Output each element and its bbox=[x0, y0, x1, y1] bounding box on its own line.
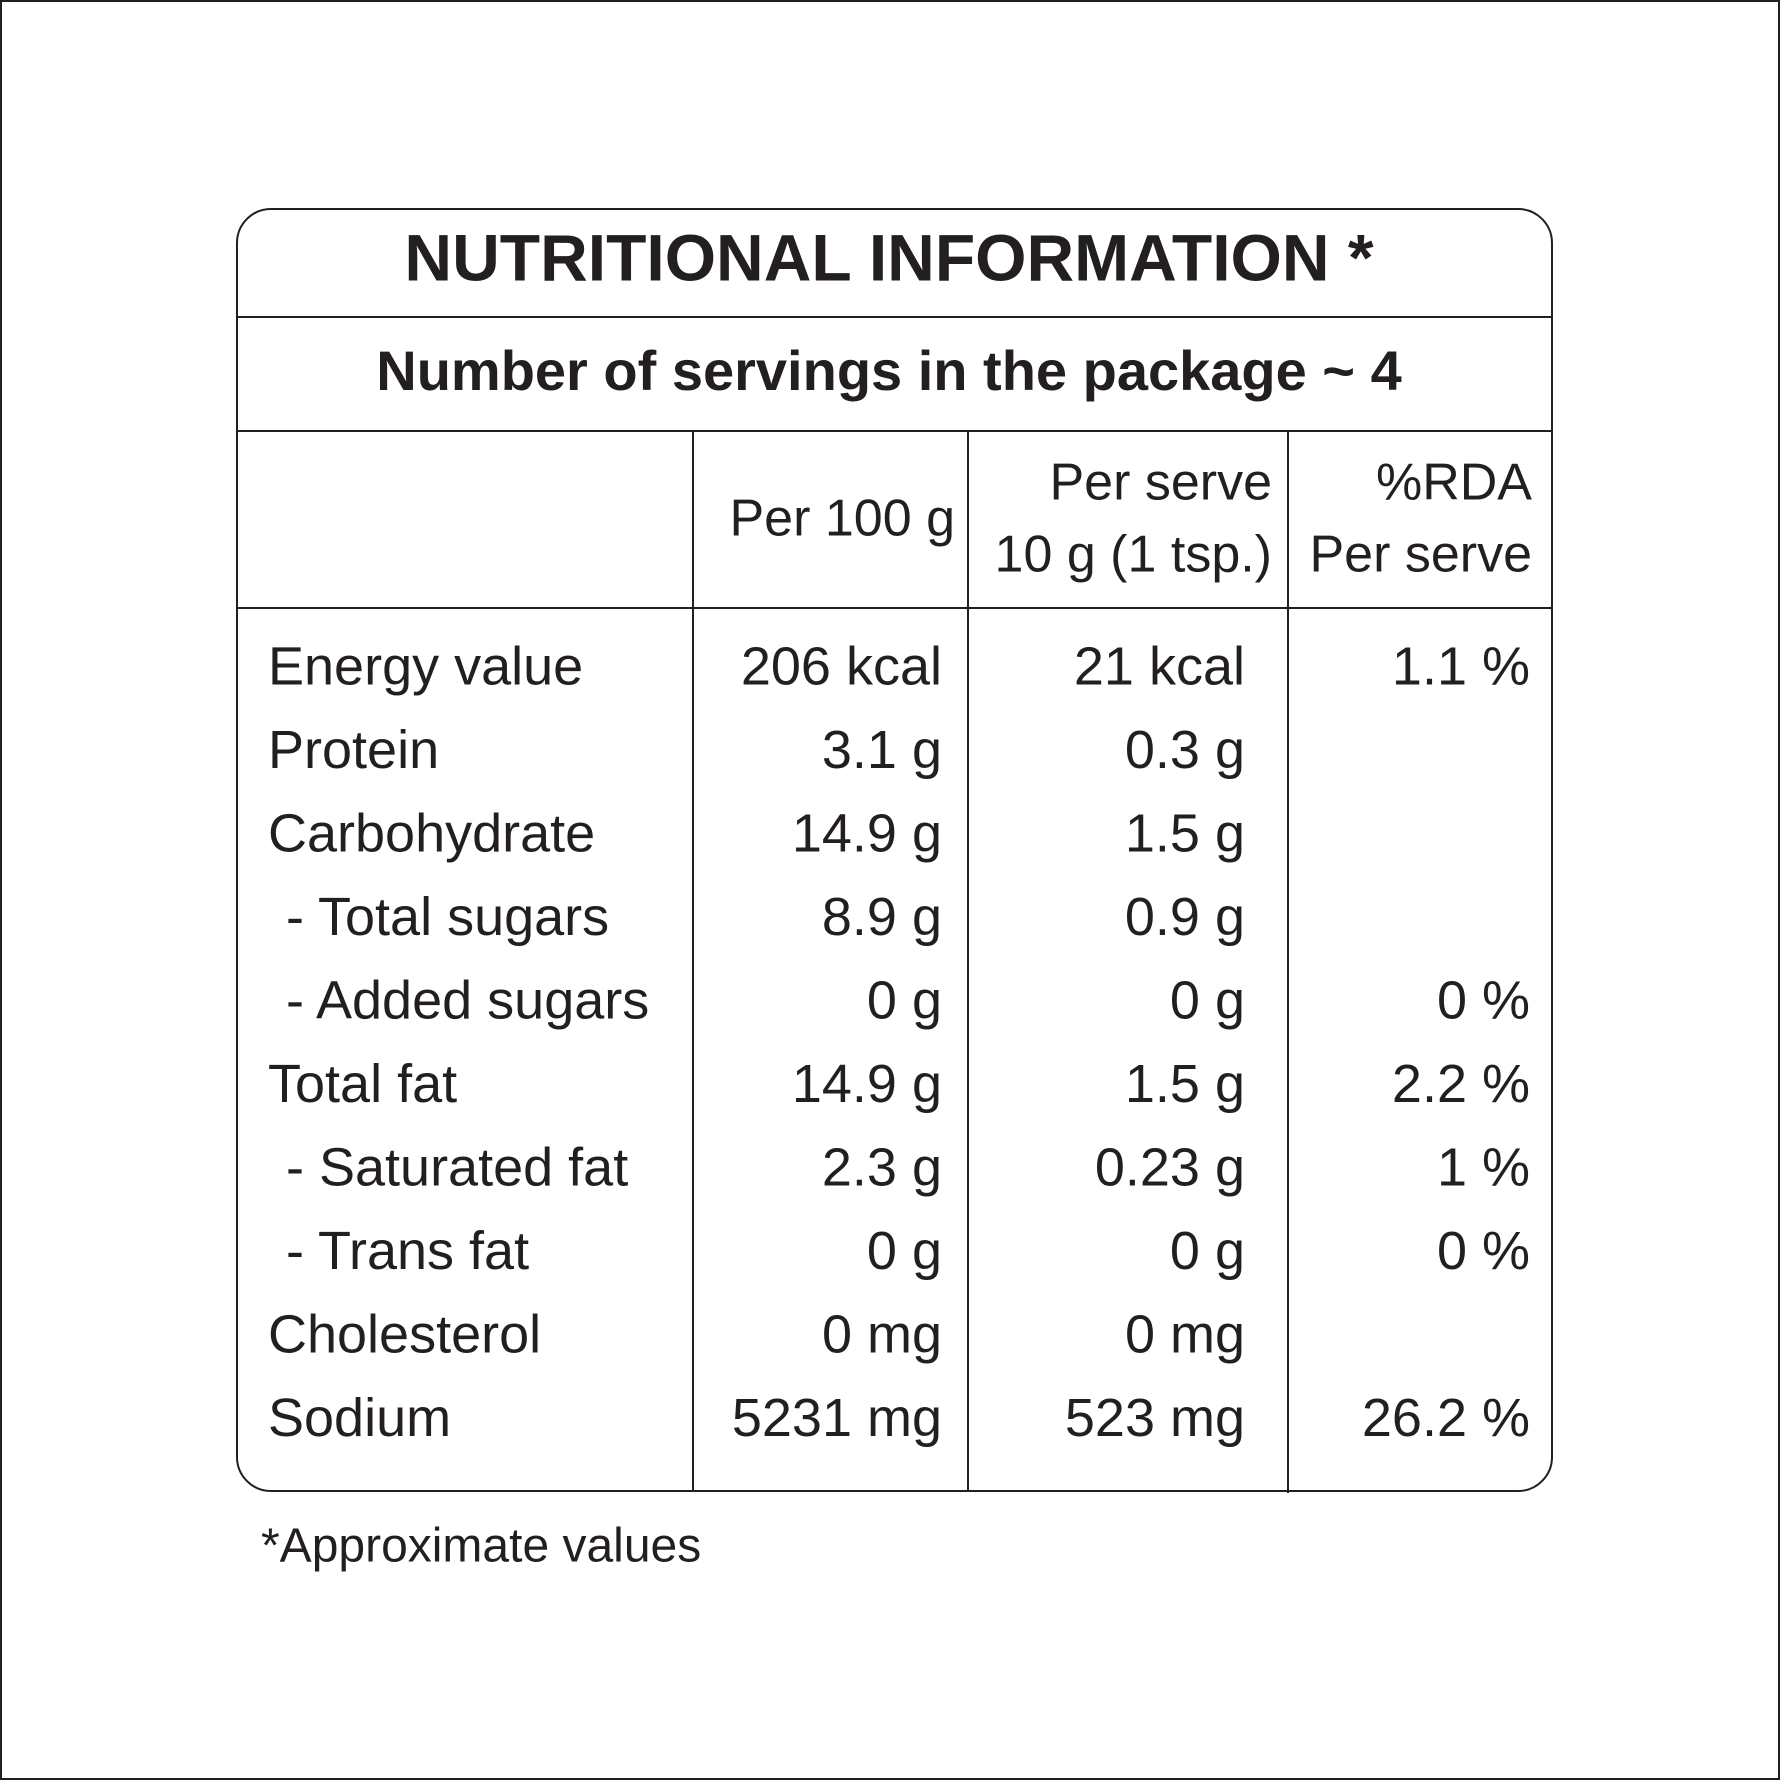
cell-value: 14.9 g bbox=[792, 803, 942, 863]
row-label: Protein bbox=[268, 720, 439, 780]
cell-value: 1.5 g bbox=[1125, 803, 1245, 863]
column-header: %RDA bbox=[1376, 454, 1532, 512]
servings: Number of servings in the package ~ 4 bbox=[376, 339, 1401, 402]
row-label: - Added sugars bbox=[286, 970, 649, 1030]
cell-value: 0.23 g bbox=[1095, 1137, 1245, 1197]
row-label: Total fat bbox=[268, 1054, 457, 1114]
cell-value: 14.9 g bbox=[792, 1054, 942, 1114]
cell-value: 0 mg bbox=[822, 1304, 942, 1364]
footnote: *Approximate values bbox=[261, 1520, 701, 1573]
cell-value: 0 g bbox=[1170, 970, 1245, 1030]
row-label: - Total sugars bbox=[286, 887, 609, 947]
cell-value: 1 % bbox=[1437, 1137, 1530, 1197]
cell-value: 0 % bbox=[1437, 1221, 1530, 1281]
cell-value: 8.9 g bbox=[822, 887, 942, 947]
column-header: Per 100 g bbox=[730, 490, 956, 548]
table-box bbox=[236, 208, 1553, 1492]
column-header: Per serve bbox=[1309, 526, 1532, 584]
cell-value: 0 g bbox=[1170, 1221, 1245, 1281]
row-label: Cholesterol bbox=[268, 1304, 541, 1364]
cell-value: 0 g bbox=[867, 970, 942, 1030]
title: NUTRITIONAL INFORMATION * bbox=[404, 220, 1373, 294]
row-label: Sodium bbox=[268, 1388, 451, 1448]
cell-value: 206 kcal bbox=[741, 636, 942, 696]
cell-value: 0.9 g bbox=[1125, 887, 1245, 947]
row-label: - Trans fat bbox=[286, 1221, 529, 1281]
cell-value: 0 % bbox=[1437, 970, 1530, 1030]
cell-value: 2.2 % bbox=[1392, 1054, 1530, 1114]
cell-value: 1.1 % bbox=[1392, 636, 1530, 696]
cell-value: 1.5 g bbox=[1125, 1054, 1245, 1114]
cell-value: 0.3 g bbox=[1125, 720, 1245, 780]
cell-value: 21 kcal bbox=[1074, 636, 1245, 696]
row-label: - Saturated fat bbox=[286, 1137, 628, 1197]
column-header: Per serve bbox=[1049, 454, 1272, 512]
cell-value: 523 mg bbox=[1065, 1388, 1245, 1448]
cell-value: 0 mg bbox=[1125, 1304, 1245, 1364]
row-label: Carbohydrate bbox=[268, 803, 595, 863]
cell-value: 26.2 % bbox=[1362, 1388, 1530, 1448]
column-header: 10 g (1 tsp.) bbox=[995, 526, 1272, 584]
cell-value: 2.3 g bbox=[822, 1137, 942, 1197]
cell-value: 5231 mg bbox=[732, 1388, 942, 1448]
row-label: Energy value bbox=[268, 636, 583, 696]
cell-value: 0 g bbox=[867, 1221, 942, 1281]
cell-value: 3.1 g bbox=[822, 720, 942, 780]
